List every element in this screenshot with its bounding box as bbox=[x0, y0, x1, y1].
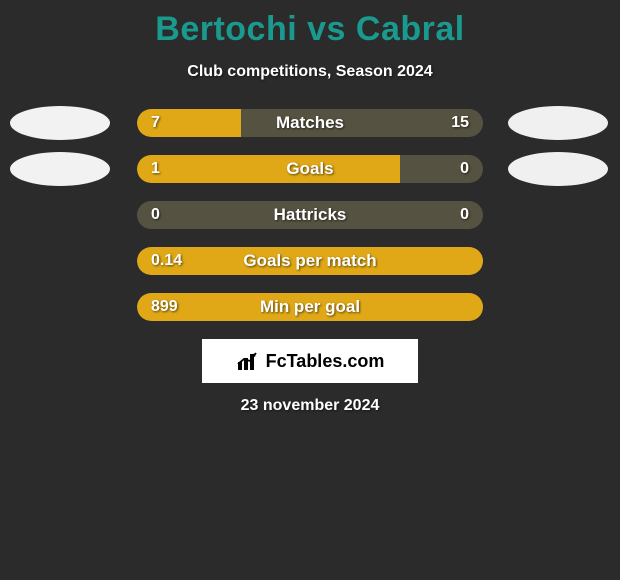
stat-value-left: 0 bbox=[151, 206, 160, 224]
stat-label: Goals per match bbox=[137, 251, 483, 271]
stats-area: Matches715Goals10Hattricks00Goals per ma… bbox=[0, 109, 620, 339]
stat-label: Matches bbox=[137, 113, 483, 133]
infographic-container: Bertochi vs Cabral Club competitions, Se… bbox=[0, 0, 620, 415]
stat-label: Goals bbox=[137, 159, 483, 179]
stat-label: Hattricks bbox=[137, 205, 483, 225]
stat-bar-track: Min per goal899 bbox=[137, 293, 483, 321]
stat-value-right: 0 bbox=[460, 160, 469, 178]
brand-chart-icon bbox=[236, 350, 262, 372]
stat-value-left: 7 bbox=[151, 114, 160, 132]
stat-bar-track: Goals per match0.14 bbox=[137, 247, 483, 275]
stat-value-left: 1 bbox=[151, 160, 160, 178]
stat-value-left: 0.14 bbox=[151, 252, 182, 270]
footer-date: 23 november 2024 bbox=[241, 397, 380, 415]
stat-bar-track: Matches7 15 bbox=[137, 109, 483, 137]
stat-row: Goals1 0 bbox=[0, 155, 620, 183]
brand-box: FcTables.com bbox=[202, 339, 418, 383]
stat-row: Hattricks0 0 bbox=[0, 201, 620, 229]
brand-text: FcTables.com bbox=[266, 351, 385, 372]
stat-value-left: 899 bbox=[151, 298, 178, 316]
stat-value-right: 15 bbox=[451, 114, 469, 132]
page-subtitle: Club competitions, Season 2024 bbox=[187, 63, 432, 81]
player-avatar-right bbox=[508, 152, 608, 186]
stat-bar-track: Goals1 0 bbox=[137, 155, 483, 183]
player-avatar-left bbox=[10, 106, 110, 140]
stat-row: Matches7 15 bbox=[0, 109, 620, 137]
stat-row: Goals per match0.14 bbox=[0, 247, 620, 275]
brand-inner: FcTables.com bbox=[236, 350, 385, 372]
stat-bar-track: Hattricks0 0 bbox=[137, 201, 483, 229]
player-avatar-left bbox=[10, 152, 110, 186]
player-avatar-right bbox=[508, 106, 608, 140]
stat-label: Min per goal bbox=[137, 297, 483, 317]
page-title: Bertochi vs Cabral bbox=[155, 10, 464, 49]
stat-row: Min per goal899 bbox=[0, 293, 620, 321]
stat-value-right: 0 bbox=[460, 206, 469, 224]
